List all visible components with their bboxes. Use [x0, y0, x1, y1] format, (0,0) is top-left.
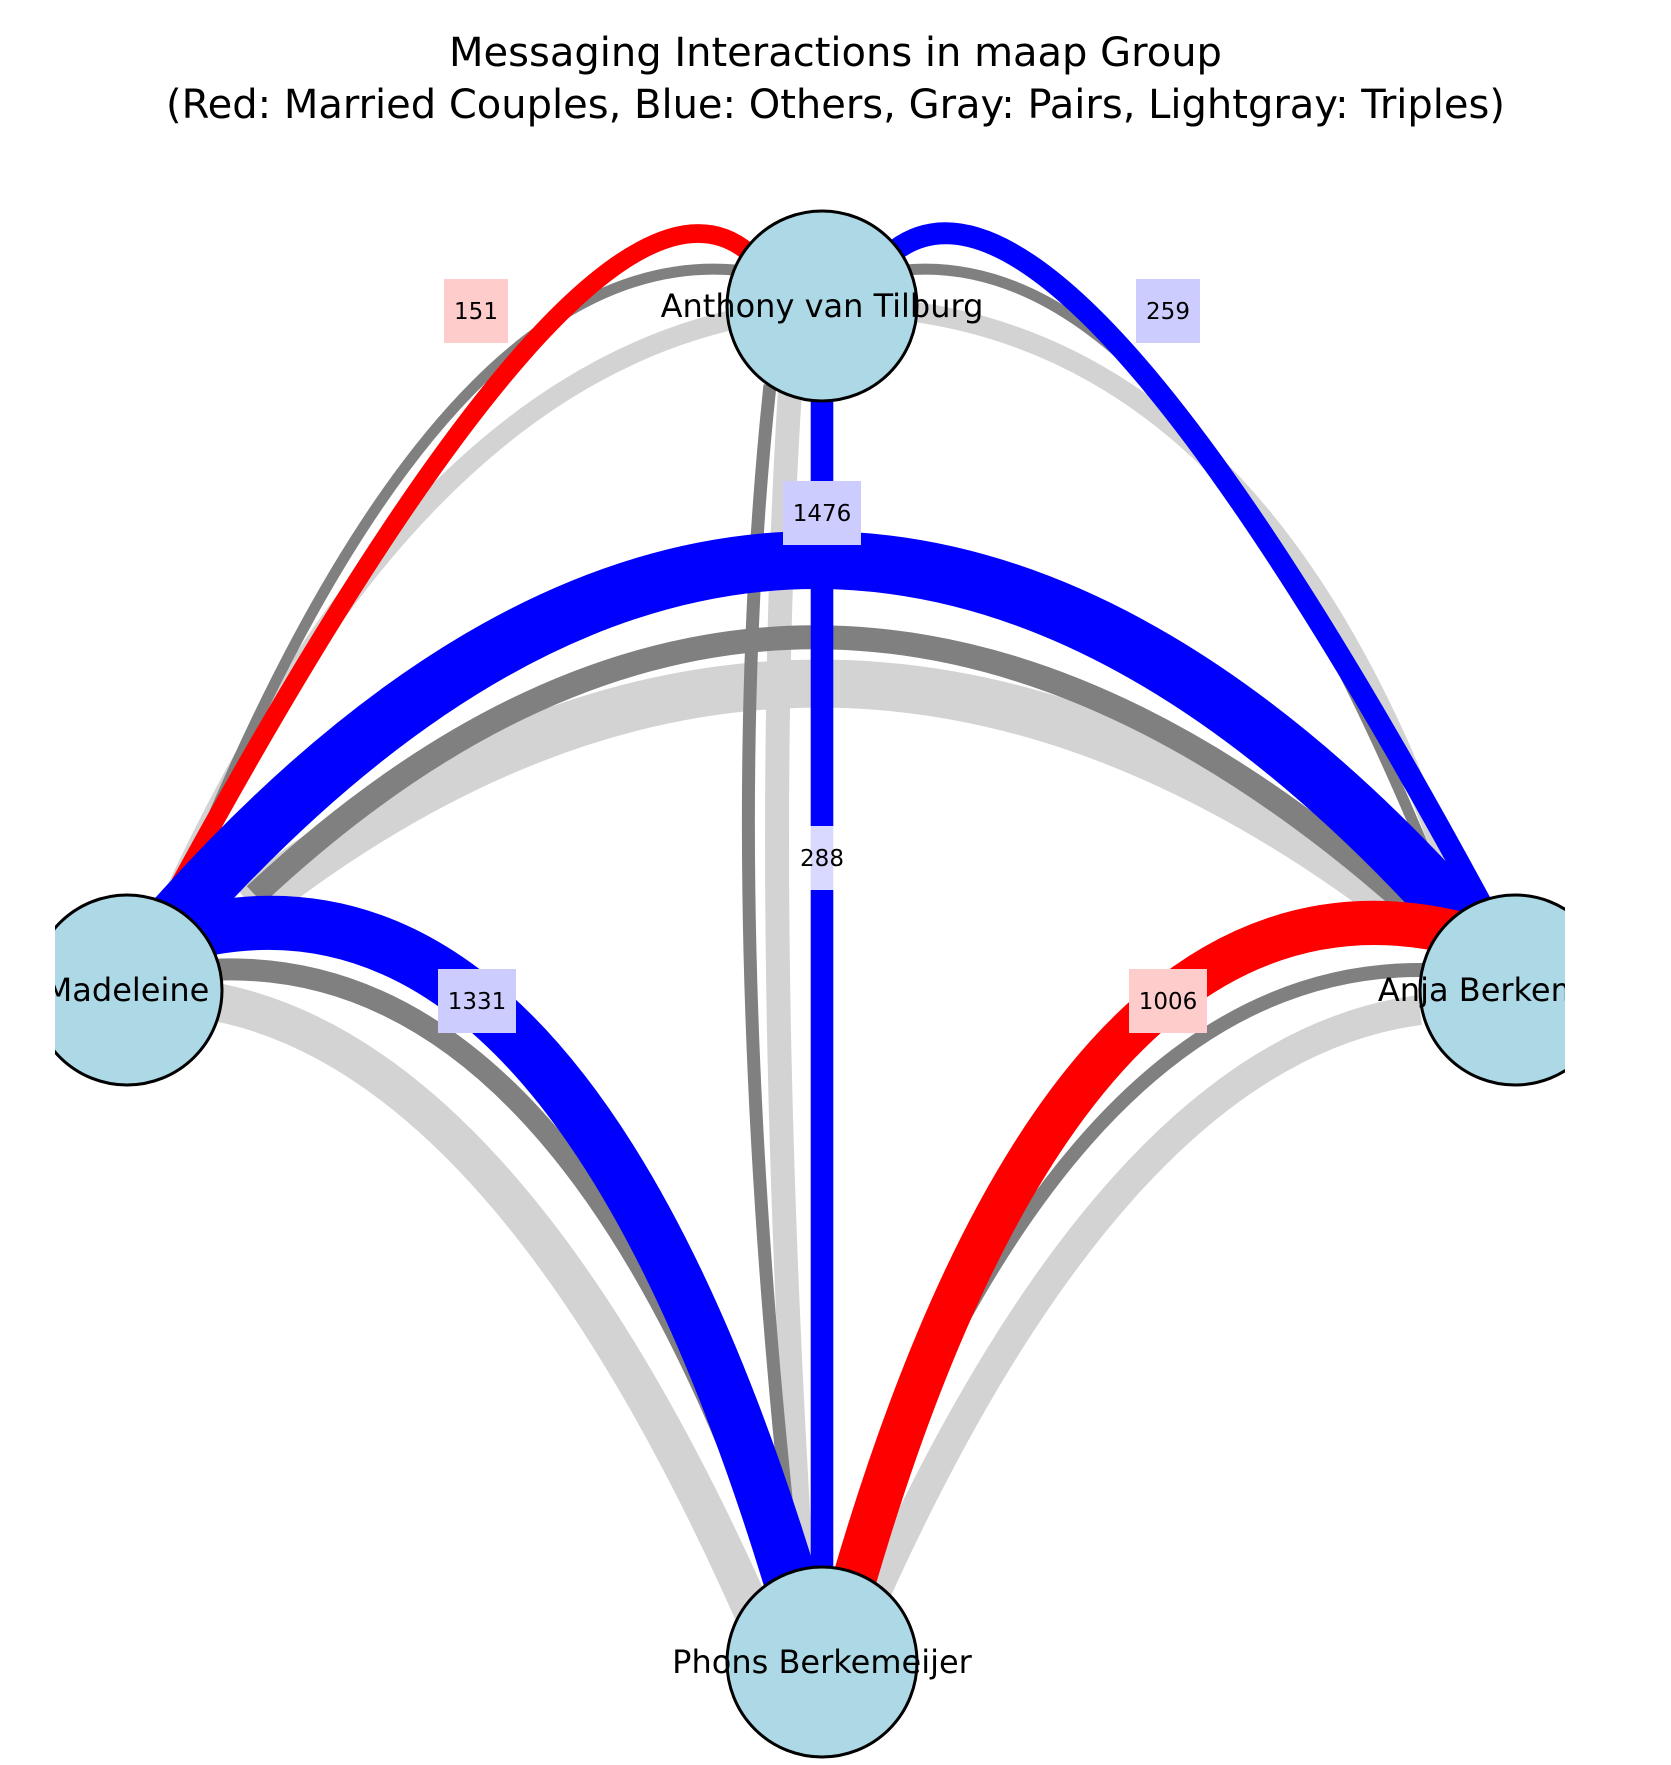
edge-label-box: [444, 279, 508, 343]
edge-label-madeleine-anja: 1476: [783, 481, 861, 545]
edge-label-text: 1331: [448, 989, 507, 1015]
edge-label-box: [1129, 969, 1207, 1033]
node-phons: Phons Berkemeijer: [672, 1565, 973, 1759]
edge-label-text: 288: [800, 846, 844, 872]
triple-edge-anja-phons: [841, 995, 1422, 1646]
edge-label-box: [790, 826, 854, 890]
edge-madeleine-phons: [173, 895, 831, 1638]
diagram-title: Messaging Interactions in maap Group: [449, 30, 1222, 76]
node-madeleine: Madeleine: [45, 893, 224, 1087]
edge-label-anthony-anja: 259: [1136, 279, 1200, 343]
node-label: Anthony van Tilburg: [661, 287, 984, 325]
node-circle: [55, 893, 224, 1087]
node-label: Anja Berkemeijer: [1378, 971, 1653, 1009]
nodes: Anthony van Tilburg Madeleine Anja Berkeme…: [45, 209, 1653, 1759]
edge-labels: 151 259 1476 288 1331 1006: [438, 279, 1207, 1033]
edge-label-anthony-madeleine: 151: [444, 279, 508, 343]
main-edges: [146, 222, 1500, 1638]
node-circle: [1418, 893, 1565, 1087]
edge-label-text: 151: [454, 299, 498, 325]
triple-edge-madeleine-anja: [235, 659, 1445, 949]
edge-label-box: [438, 969, 516, 1033]
node-anja: Anja Berkemeijer: [1378, 893, 1653, 1087]
edge-label-anja-phons: 1006: [1129, 969, 1207, 1033]
diagram-subtitle: (Red: Married Couples, Blue: Others, Gra…: [166, 82, 1505, 128]
pair-edge-anthony-madeleine: [159, 263, 736, 937]
edge-label-text: 259: [1146, 299, 1190, 325]
edge-anthony-madeleine: [146, 224, 754, 935]
edge-anthony-anja: [886, 222, 1500, 926]
edge-anja-phons: [818, 900, 1471, 1636]
edge-label-text: 1476: [793, 501, 852, 527]
triple-edge-madeleine-phons: [201, 981, 783, 1648]
node-circle: [725, 209, 919, 403]
triples-edges: [148, 298, 1475, 1648]
edge-label-madeleine-phons: 1331: [438, 969, 516, 1033]
edge-label-text: 1006: [1139, 989, 1198, 1015]
node-label: Phons Berkemeijer: [672, 1643, 972, 1681]
edge-label-box: [783, 481, 861, 545]
edge-label-box: [1136, 279, 1200, 343]
node-circle: [725, 1565, 919, 1759]
node-anthony: Anthony van Tilburg: [661, 209, 984, 403]
node-label: Madeleine: [45, 971, 210, 1009]
edge-label-anthony-phons: 288: [790, 826, 854, 890]
